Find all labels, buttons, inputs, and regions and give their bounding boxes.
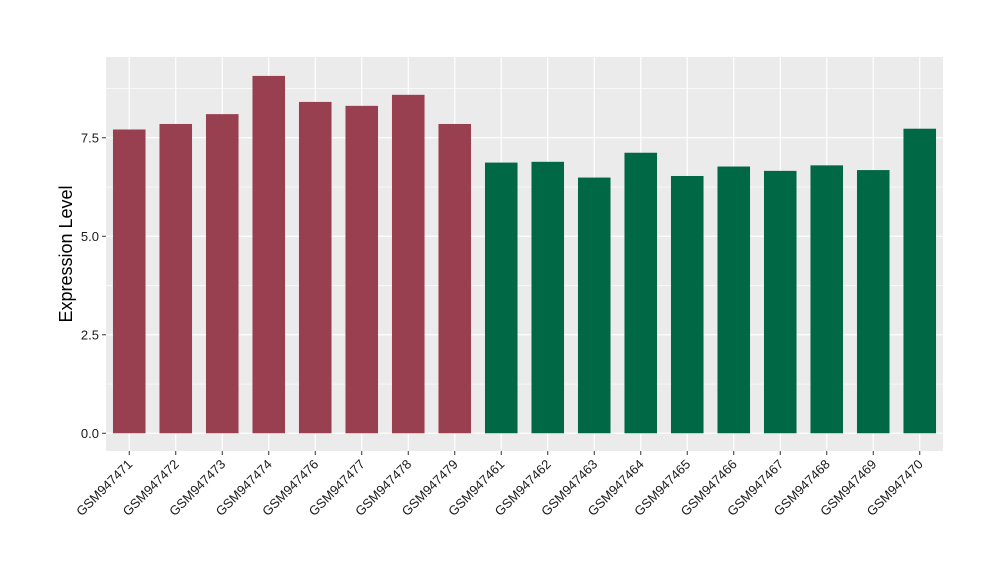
bar-GSM947474 bbox=[252, 75, 286, 434]
bar-GSM947461 bbox=[484, 162, 518, 434]
bar-GSM947478 bbox=[391, 94, 425, 434]
bar-GSM947469 bbox=[856, 170, 890, 434]
y-axis-title: Expression Level bbox=[56, 185, 76, 322]
y-tick-label: 0.0 bbox=[81, 426, 99, 441]
x-axis: GSM947471GSM947472GSM947473GSM947474GSM9… bbox=[73, 451, 926, 519]
bar-GSM947466 bbox=[717, 166, 751, 434]
bar-GSM947476 bbox=[298, 101, 332, 434]
bar-GSM947465 bbox=[670, 175, 704, 434]
bar-GSM947468 bbox=[810, 165, 844, 434]
bar-GSM947470 bbox=[903, 128, 937, 434]
bar-GSM947463 bbox=[577, 177, 611, 434]
bar-GSM947464 bbox=[624, 152, 658, 434]
bar-GSM947472 bbox=[159, 123, 193, 434]
bar-GSM947471 bbox=[112, 129, 146, 434]
bar-GSM947477 bbox=[345, 105, 379, 434]
bar-GSM947479 bbox=[438, 123, 472, 434]
y-axis: 0.0 2.5 5.0 7.5 bbox=[81, 130, 106, 441]
y-tick-label: 2.5 bbox=[81, 327, 99, 342]
bar-GSM947462 bbox=[531, 161, 565, 434]
bar-GSM947467 bbox=[763, 170, 797, 434]
y-tick-label: 7.5 bbox=[81, 130, 99, 145]
y-tick-label: 5.0 bbox=[81, 229, 99, 244]
bar-GSM947473 bbox=[205, 114, 239, 434]
bars bbox=[112, 75, 937, 434]
plot-panel bbox=[106, 57, 943, 451]
